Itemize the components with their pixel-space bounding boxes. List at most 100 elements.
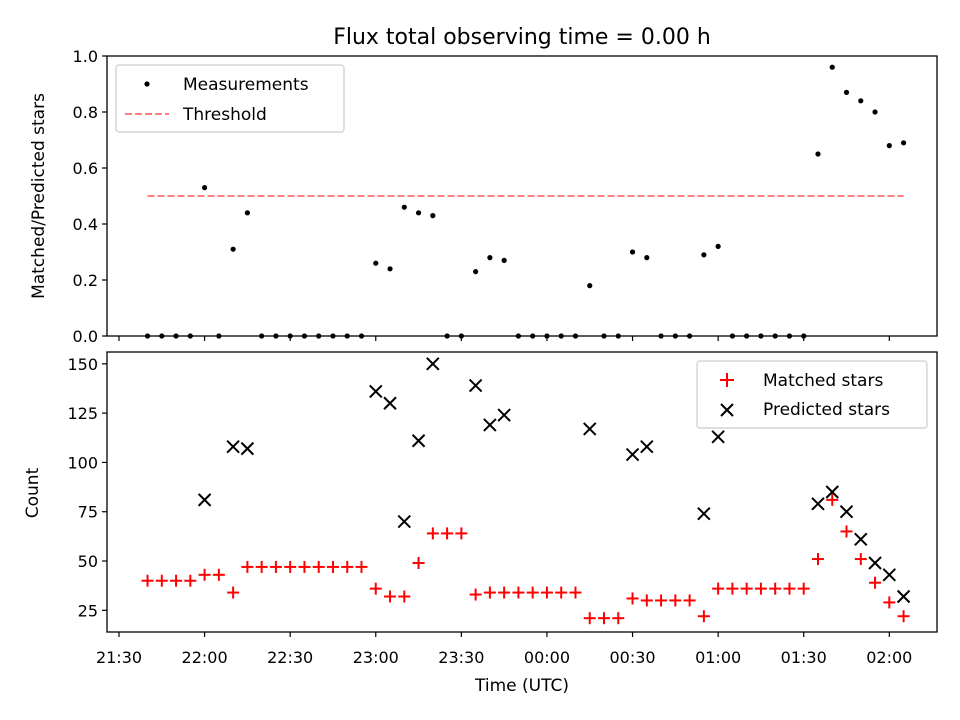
bottom-legend-box [696,360,928,429]
x-tick-label: 00:00 [524,648,570,667]
measurement-point [629,249,636,255]
legend-predicted-marker [720,403,734,417]
bottom-plot-area [141,357,911,625]
matched-star-point [455,527,468,540]
legend-threshold-label: Threshold [182,105,267,125]
predicted-star-point [426,357,440,371]
matched-star-point [655,594,668,607]
matched-star-point [697,610,710,623]
matched-star-point [312,560,325,573]
bottom-y-tick-label: 50 [78,552,98,571]
measurement-point [829,64,835,70]
matched-star-point [669,594,682,607]
measurement-point [501,257,507,263]
predicted-star-point [882,568,897,582]
legend-predicted-label: Predicted stars [763,400,890,420]
matched-star-point [269,560,282,573]
matched-star-point [426,527,439,540]
bottom-legend: Matched stars Predicted stars [696,360,928,429]
top-y-tick-label: 1.0 [73,47,98,66]
bottom-y-ticks: 25 50 75 100 125 150 [67,355,107,620]
matched-star-point [869,576,882,589]
measurement-point [373,260,379,266]
predicted-star-point [497,408,511,422]
predicted-star-point [397,514,412,529]
top-y-tick-label: 0.6 [73,159,98,178]
predicted-star-point [896,589,911,604]
legend-measurements-label: Measurements [183,75,309,95]
matched-star-point [840,525,853,538]
top-y-tick-label: 0.8 [73,103,98,122]
predicted-star-point [625,447,640,462]
top-legend: Measurements Threshold [115,64,345,133]
matched-star-point [255,560,268,573]
matched-star-point [469,588,482,601]
matched-star-point [412,556,425,569]
matched-star-point [184,574,197,587]
matched-star-point [141,574,154,587]
measurement-point [387,266,393,272]
matched-star-point [326,560,339,573]
matched-star-point [883,596,896,609]
matched-star-point [897,610,910,623]
matched-star-point [712,582,725,595]
matched-star-point [769,582,782,595]
bottom-plot-frame [106,351,938,633]
predicted-star-point [411,434,426,448]
matched-star-point [783,582,796,595]
measurement-point [815,151,821,157]
predicted-star-point [854,532,868,547]
measurement-point [715,243,721,249]
x-tick-label: 22:30 [267,648,313,667]
measurement-point [473,269,479,275]
legend-measurements-marker [144,81,150,87]
matched-star-point [227,586,240,599]
matched-star-point [540,586,553,599]
matched-star-point [811,553,824,566]
matched-star-point [284,560,297,573]
matched-star-point [241,560,254,573]
bottom-y-tick-label: 75 [78,503,98,522]
matched-star-point [555,586,568,599]
x-tick-label: 21:30 [96,648,142,667]
predicted-star-point [240,441,255,456]
x-tick-label: 01:30 [781,648,827,667]
matched-star-point [740,582,753,595]
matched-star-point [341,560,354,573]
matched-star-point [797,582,810,595]
top-y-ticks: 0.0 0.2 0.4 0.6 0.8 1.0 [73,47,890,346]
matched-star-point [398,590,411,603]
bottom-y-tick-label: 100 [67,453,98,472]
matched-star-point [583,612,596,625]
predicted-star-point [226,439,240,454]
matched-star-point [198,568,211,581]
top-y-tick-label: 0.0 [73,327,98,346]
bottom-y-tick-label: 150 [67,355,98,374]
legend-matched-marker [720,373,734,387]
matched-star-point [826,493,839,506]
predicted-star-point [583,422,597,436]
measurement-point [843,89,850,95]
measurement-point [587,283,593,289]
predicted-star-point [468,378,483,393]
measurement-point [401,204,407,210]
matched-star-point [212,568,225,581]
matched-star-point [512,586,525,599]
measurement-point [201,185,208,191]
predicted-star-point [697,506,711,521]
measurement-point [701,252,707,258]
matched-star-point [854,553,867,566]
top-legend-box [115,64,345,133]
matched-star-point [369,582,382,595]
matched-star-point [298,560,311,573]
measurement-point [886,143,892,149]
predicted-star-point [483,418,497,432]
matched-star-point [626,592,639,605]
top-y-tick-label: 0.4 [73,215,98,234]
x-tick-label: 23:30 [438,648,484,667]
predicted-star-point [811,497,825,511]
matched-star-point [384,590,397,603]
measurement-point [415,210,422,216]
matched-star-point [155,574,168,587]
